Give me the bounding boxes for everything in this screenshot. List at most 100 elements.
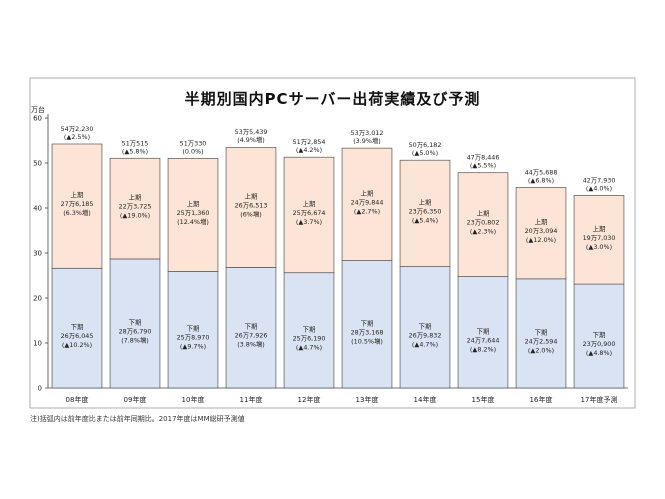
segment-label: 26万7,926 [235, 332, 268, 340]
total-label: 42万7,930 [583, 176, 616, 184]
category-label: 08年度 [66, 395, 89, 404]
category-label: 12年度 [298, 395, 321, 404]
bar-segment-upper [515, 187, 567, 280]
segment-label: (12.4%増) [177, 217, 209, 226]
segment-label: 22万3,725 [119, 203, 152, 211]
bar-segment-lower [457, 276, 509, 389]
segment-label: (▲4.7%) [412, 340, 438, 348]
segment-label: 上期 [419, 197, 432, 206]
category-label: 16年度 [530, 395, 553, 404]
segment-label: (▲4.8%) [586, 349, 612, 357]
bar-segment-upper [457, 172, 509, 277]
bar-segment-lower [515, 278, 567, 389]
segment-label: 下期 [477, 327, 490, 335]
bar-segment-upper [399, 159, 451, 267]
category-label: 13年度 [356, 395, 379, 404]
segment-label: 24万9,844 [351, 198, 384, 206]
segment-label: (▲5.4%) [412, 216, 438, 224]
bar-segment-lower [399, 266, 451, 389]
segment-label: (▲4.7%) [296, 343, 322, 351]
segment-label: 26万6,513 [235, 201, 268, 209]
total-change-label: (▲2.5%) [64, 133, 90, 141]
total-change-label: (3.9%増) [353, 136, 381, 145]
segment-label: 下期 [535, 328, 548, 336]
bar-segment-upper [167, 158, 219, 272]
segment-label: 19万7,030 [583, 234, 616, 242]
bar-segment-upper [341, 147, 393, 261]
bar-segment-upper [283, 156, 335, 274]
total-change-label: (▲4.2%) [296, 146, 322, 154]
segment-label: 26万6,045 [61, 332, 94, 340]
segment-label: 23万0,802 [467, 219, 500, 227]
segment-label: 上期 [535, 217, 548, 226]
segment-label: (▲12.0%) [526, 236, 556, 244]
total-label: 53万3,012 [351, 129, 384, 137]
segment-label: 28万3,168 [351, 328, 384, 336]
segment-label: (▲3.0%) [586, 243, 612, 251]
segment-label: 25万8,970 [177, 334, 210, 342]
total-label: 51万330 [180, 139, 207, 147]
bar-segment-lower [51, 267, 103, 389]
footnote: 注)括弧内は前年度比または前年同期比。2017年度はMM総研予測値 [30, 415, 245, 423]
category-label: 14年度 [414, 395, 437, 404]
total-label: 51万515 [122, 139, 149, 147]
total-change-label: (▲5.0%) [412, 149, 438, 157]
y-tick-label: 40 [33, 205, 42, 213]
segment-label: (▲2.7%) [354, 207, 380, 215]
segment-label: 上期 [129, 193, 142, 202]
segment-label: 下期 [71, 323, 84, 331]
segment-label: (▲19.0%) [120, 212, 150, 220]
bar-segment-upper [225, 147, 277, 268]
y-tick-label: 0 [38, 385, 42, 393]
y-tick-label: 50 [33, 160, 42, 168]
segment-label: 24万2,594 [525, 337, 558, 345]
segment-label: (6.3%増) [63, 208, 91, 217]
category-label: 15年度 [472, 395, 495, 404]
segment-label: (▲2.0%) [528, 346, 554, 354]
total-label: 44万5,688 [525, 168, 558, 176]
segment-label: 20万3,094 [525, 227, 558, 235]
chart-title: 半期別国内PCサーバー出荷実績及び予測 [184, 90, 481, 108]
segment-label: (10.5%増) [351, 336, 383, 345]
chart-frame [29, 77, 636, 409]
total-label: 54万2,230 [61, 125, 94, 133]
segment-label: 下期 [419, 322, 432, 330]
category-label: 17年度予測 [581, 395, 618, 404]
bar-segment-lower [225, 267, 277, 389]
total-change-label: (▲5.5%) [470, 162, 496, 170]
segment-label: 23万0,900 [583, 340, 616, 348]
segment-label: 上期 [593, 224, 606, 233]
segment-label: 上期 [187, 199, 200, 208]
segment-label: 上期 [303, 199, 316, 208]
segment-label: 25万1,360 [177, 209, 210, 217]
total-label: 53万5,439 [235, 128, 268, 136]
segment-label: 27万6,185 [61, 200, 94, 208]
bar-segment-upper [51, 143, 103, 269]
segment-label: 25万6,674 [293, 209, 326, 217]
total-label: 47万8,446 [467, 154, 500, 162]
segment-label: 23万6,350 [409, 207, 442, 215]
y-tick-label: 60 [33, 115, 42, 123]
category-label: 10年度 [182, 395, 205, 404]
segment-label: 26万9,832 [409, 331, 442, 339]
segment-label: 上期 [361, 188, 374, 197]
segment-label: 24万7,644 [467, 336, 500, 344]
segment-label: (▲2.3%) [470, 228, 496, 236]
segment-label: (▲8.2%) [470, 345, 496, 353]
segment-label: 下期 [361, 319, 374, 327]
segment-label: 28万6,790 [119, 327, 152, 335]
segment-label: (3.8%増) [237, 340, 265, 349]
bar-segment-lower [167, 271, 219, 389]
segment-label: 下期 [303, 325, 316, 333]
segment-label: 上期 [245, 191, 258, 200]
segment-label: 25万6,190 [293, 334, 326, 342]
total-label: 50万6,182 [409, 141, 442, 149]
bar-segment-upper [573, 195, 625, 285]
segment-label: (▲10.2%) [62, 341, 92, 349]
y-axis-unit: 万台 [31, 105, 45, 114]
segment-label: (▲3.7%) [296, 218, 322, 226]
segment-label: 上期 [71, 190, 84, 199]
y-tick-label: 30 [33, 250, 42, 258]
